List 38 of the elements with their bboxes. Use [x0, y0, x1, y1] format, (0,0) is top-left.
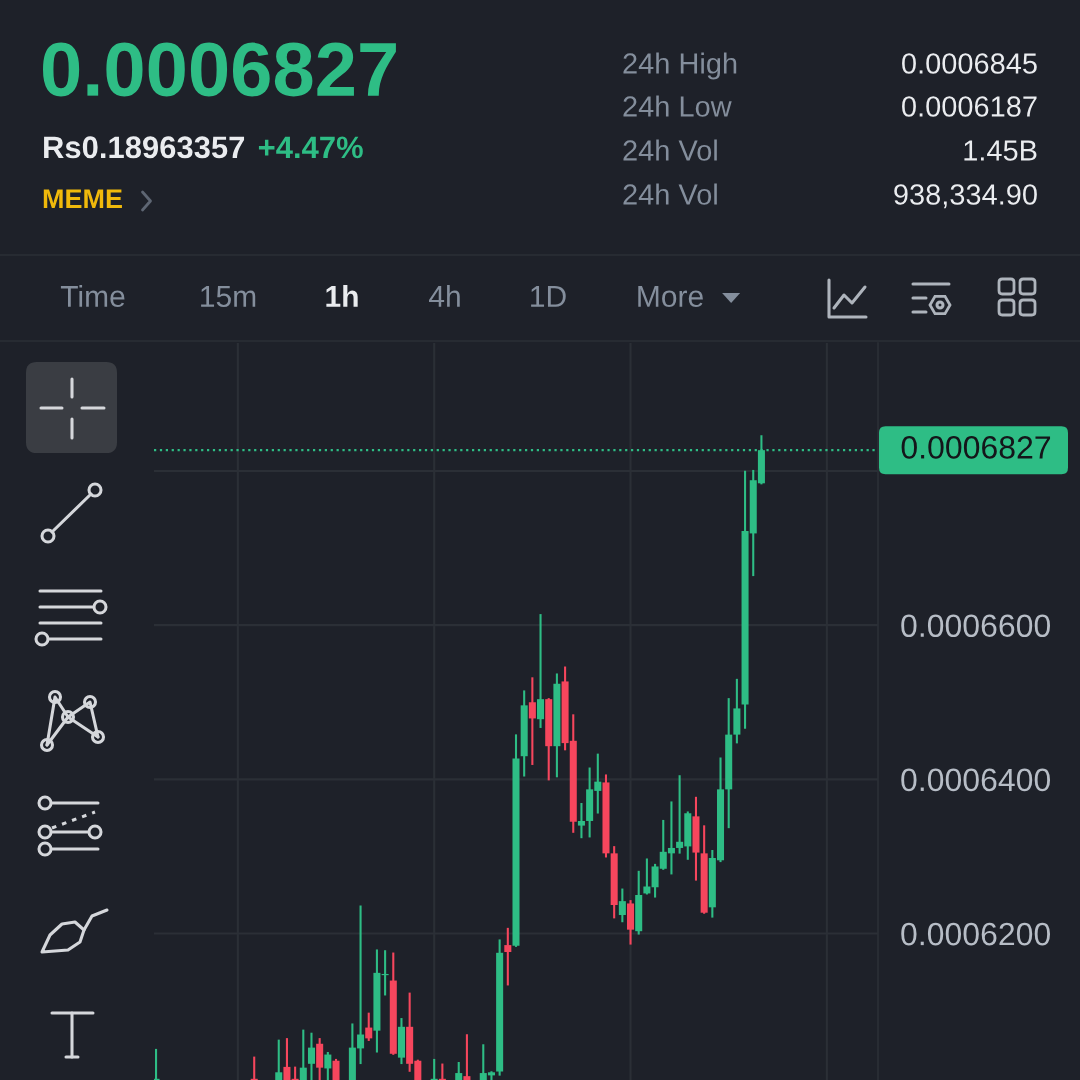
candlestick [332, 1058, 340, 1080]
text: 1D [531, 286, 566, 307]
text: Time [60, 285, 125, 308]
candlestick [643, 858, 651, 895]
text: 0.0006845 [902, 53, 1037, 74]
text: 24h Low [623, 95, 732, 117]
candlestick [537, 614, 545, 728]
candlestick [299, 1029, 307, 1080]
text: 938,334.90 [894, 184, 1037, 209]
text: 24h Vol [623, 183, 717, 205]
text: 0.0006827 [43, 42, 396, 97]
candlestick [528, 677, 536, 765]
text: 24h Vol [623, 139, 717, 161]
candlestick [307, 1032, 315, 1080]
candlestick [577, 802, 585, 839]
candlestick [275, 1039, 283, 1080]
text: 24h High [623, 52, 737, 80]
candlestick [504, 927, 512, 986]
candlestick [357, 905, 365, 1065]
candlestick [463, 1034, 471, 1080]
text: 0.0006187 [902, 96, 1037, 117]
y-tick-label: 0.0006600 [901, 614, 1051, 638]
text: +4.47% [258, 136, 363, 159]
candlestick [365, 1012, 373, 1041]
candlestick [324, 1051, 332, 1080]
text: MEME [43, 189, 122, 208]
candlestick [316, 1038, 324, 1080]
y-tick-label: 0.0006400 [901, 768, 1051, 792]
text: Rs0.18963357 [44, 136, 245, 159]
text: 1.45B [964, 140, 1037, 161]
candlestick [283, 1038, 291, 1080]
text: 1h [326, 285, 358, 307]
candlestick [618, 888, 626, 923]
text: 15m [201, 286, 256, 308]
text: More [638, 286, 703, 308]
y-tick-label: 0.0006200 [901, 922, 1051, 946]
ref-line-label: 0.0006827 [901, 436, 1051, 459]
text: 4h [429, 285, 460, 307]
